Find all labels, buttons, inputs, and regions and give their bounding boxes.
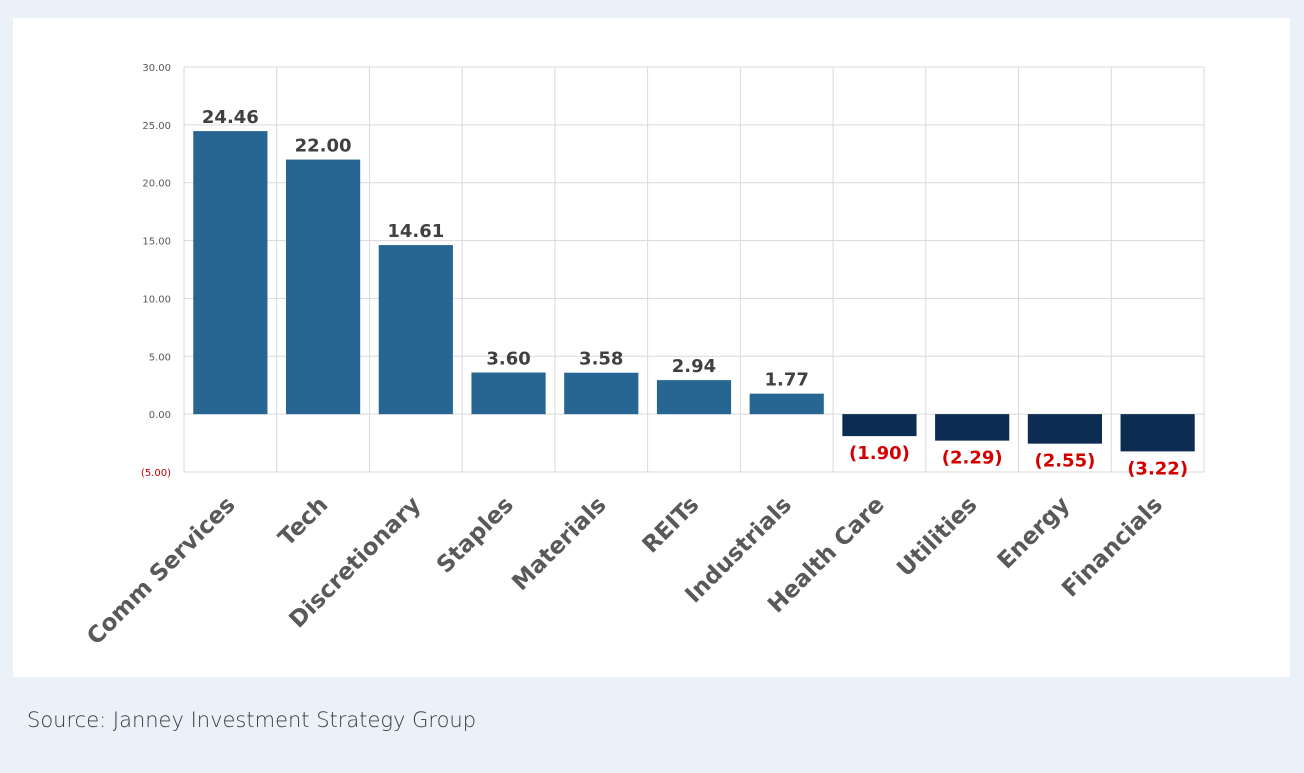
data-label: 22.00	[295, 136, 352, 157]
x-tick-label: Financials	[1057, 492, 1168, 603]
source-note: Source: Janney Investment Strategy Group	[27, 708, 477, 732]
data-label: 1.77	[765, 370, 809, 391]
bar-chart: 30.0025.0020.0015.0010.005.000.00(5.00) …	[82, 63, 1205, 650]
x-tick-label: REITs	[638, 492, 705, 559]
y-tick-label: 5.00	[149, 352, 171, 363]
x-tick-label: Staples	[432, 492, 519, 579]
bar-discretionary	[378, 245, 453, 415]
bar-financials	[1120, 414, 1195, 452]
bar-energy	[1027, 414, 1102, 444]
bar-tech	[286, 159, 361, 415]
bars	[193, 131, 1195, 452]
bar-staples	[471, 372, 546, 415]
data-label: 3.58	[579, 349, 623, 370]
y-tick-label: 0.00	[149, 410, 171, 421]
data-label: (2.55)	[1034, 451, 1095, 472]
y-tick-label: (5.00)	[141, 468, 171, 479]
data-label: (2.29)	[942, 448, 1003, 469]
y-tick-label: 10.00	[142, 294, 171, 305]
data-label: 3.60	[486, 348, 530, 369]
x-tick-label: Comm Services	[82, 492, 240, 650]
x-tick-label: Materials	[507, 492, 611, 596]
y-tick-label: 20.00	[142, 179, 171, 190]
y-axis-ticks: 30.00 25.00 20.00 15.00 10.00 5.00 0.00 (5.00)	[141, 63, 171, 479]
data-label: 2.94	[672, 356, 716, 377]
bar-industrials	[749, 393, 824, 415]
data-label: (3.22)	[1127, 458, 1188, 479]
x-tick-label: Utilities	[892, 492, 982, 582]
data-label: 24.46	[202, 107, 259, 128]
data-label: 14.61	[387, 221, 444, 242]
y-tick-label: 25.00	[142, 121, 171, 132]
data-labels: 24.46 22.00 14.61 3.60 3.58 2.94 1.77 (1.90) (2.…	[202, 107, 1188, 479]
chart-panel: 30.00 25.00 20.00 15.00 10.00 5.00 0.00 (5.00) …	[13, 18, 1290, 677]
y-tick-label: 30.00	[142, 63, 171, 74]
bar-comm-services	[193, 131, 268, 415]
x-tick-label: Energy	[993, 492, 1075, 574]
bar-materials	[564, 372, 639, 415]
data-label: (1.90)	[849, 443, 910, 464]
y-tick-label: 15.00	[142, 237, 171, 248]
bar-reits	[656, 380, 732, 415]
bar-utilities	[935, 414, 1010, 441]
bar-health-care	[842, 414, 917, 437]
x-tick-label: Tech	[274, 492, 334, 552]
